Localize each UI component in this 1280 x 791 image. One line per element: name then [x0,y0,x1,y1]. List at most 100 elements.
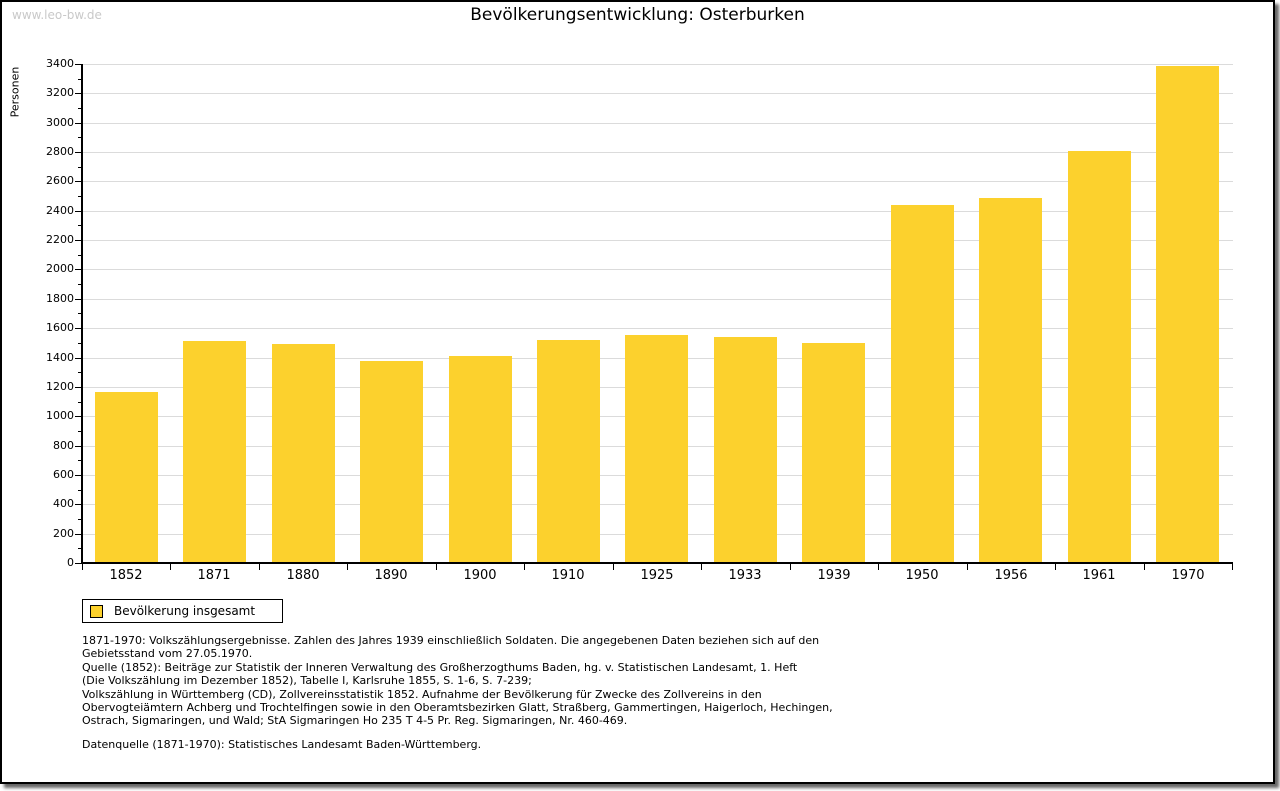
x-tick [436,564,437,570]
y-tick [75,93,82,94]
y-tick-label: 2000 [46,262,74,275]
x-tick [524,564,525,570]
bar [272,344,335,563]
y-tick-label: 2400 [46,204,74,217]
x-tick [82,564,83,570]
x-tick [613,564,614,570]
gridline [83,299,1233,300]
bar [449,356,512,563]
x-axis-label: 1970 [1171,568,1205,583]
gridline [83,269,1233,270]
bar [183,341,246,563]
gridline [83,93,1233,94]
y-tick-label: 1000 [46,409,74,422]
y-tick-label: 200 [53,527,74,540]
y-tick [75,299,82,300]
x-tick [170,564,171,570]
watermark: www.leo-bw.de [12,8,102,22]
gridline [83,211,1233,212]
y-tick-minor [78,255,82,256]
x-tick [790,564,791,570]
bar [625,335,688,563]
y-tick [75,269,82,270]
datasource-line: Datenquelle (1871-1970): Statistisches L… [82,737,482,751]
y-tick [75,358,82,359]
x-tick [1055,564,1056,570]
y-tick-label: 600 [53,468,74,481]
chart-title: Bevölkerungsentwicklung: Osterburken [470,5,805,25]
footnote-line: Ostrach, Sigmaringen, und Wald; StA Sigm… [82,714,628,728]
y-tick-label: 3400 [46,57,74,70]
legend-label: Bevölkerung insgesamt [114,604,256,618]
y-tick-label: 2800 [46,145,74,158]
footnote-line: Volkszählung in Württemberg (CD), Zollve… [82,687,762,701]
footnote-line: Gebietsstand vom 27.05.1970. [82,647,253,661]
x-tick [967,564,968,570]
gridline [83,64,1233,65]
legend-swatch [90,604,103,618]
y-tick [75,475,82,476]
x-axis-label: 1910 [551,568,585,583]
x-tick [878,564,879,570]
y-tick-minor [78,137,82,138]
y-tick [75,534,82,535]
y-tick-minor [78,460,82,461]
gridline [83,181,1233,182]
x-axis-label: 1956 [994,568,1028,583]
y-tick [75,123,82,124]
y-tick-minor [78,225,82,226]
y-tick [75,504,82,505]
bar [1156,66,1219,563]
x-axis-label: 1961 [1082,568,1116,583]
bar [1068,151,1131,563]
y-tick [75,152,82,153]
y-axis [81,64,83,564]
x-tick [1232,564,1233,570]
footnote-line: Obervogteiämtern Achberg und Trochtelfin… [82,701,833,715]
y-tick-minor [78,402,82,403]
bar [979,198,1042,563]
x-axis-label: 1950 [905,568,939,583]
y-tick-label: 1400 [46,351,74,364]
y-tick-label: 2200 [46,233,74,246]
footnote-line: (Die Volkszählung im Dezember 1852), Tab… [82,674,532,688]
x-axis-label: 1925 [640,568,674,583]
y-tick-minor [78,79,82,80]
y-tick [75,387,82,388]
y-tick-minor [78,548,82,549]
x-axis-label: 1933 [728,568,762,583]
y-tick [75,328,82,329]
bar [891,205,954,563]
x-axis-label: 1852 [109,568,143,583]
bar [714,337,777,563]
y-tick-minor [78,108,82,109]
legend: Bevölkerung insgesamt [82,599,283,623]
y-tick-minor [78,167,82,168]
y-tick [75,240,82,241]
y-tick-label: 1600 [46,321,74,334]
bar [95,392,158,563]
y-tick-minor [78,284,82,285]
gridline [83,152,1233,153]
y-tick-minor [78,343,82,344]
y-tick-label: 2600 [46,174,74,187]
y-tick [75,416,82,417]
x-axis-label: 1900 [463,568,497,583]
bar [537,340,600,563]
y-tick-minor [78,196,82,197]
x-axis-label: 1890 [374,568,408,583]
gridline [83,123,1233,124]
y-tick-label: 3200 [46,86,74,99]
x-tick [1144,564,1145,570]
y-tick-minor [78,313,82,314]
y-tick-minor [78,490,82,491]
gridline [83,328,1233,329]
y-tick-minor [78,372,82,373]
y-tick-label: 3000 [46,116,74,129]
footnote-block: 1871-1970: Volkszählungsergebnisse. Zahl… [82,634,833,728]
y-tick [75,211,82,212]
x-tick [259,564,260,570]
y-tick-minor [78,431,82,432]
footnote-line: Quelle (1852): Beiträge zur Statistik de… [82,660,798,674]
